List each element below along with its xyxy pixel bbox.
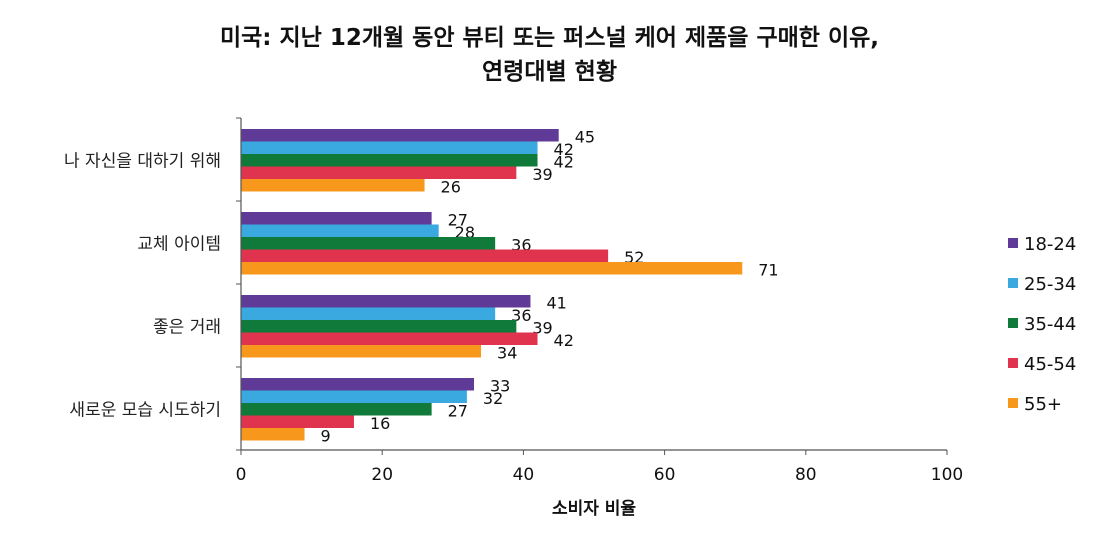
data-label: 9 xyxy=(321,426,331,445)
category-label: 나 자신을 대하기 위해 xyxy=(64,151,221,171)
legend-label: 18-24 xyxy=(1024,234,1076,255)
x-tick-label: 80 xyxy=(795,465,817,485)
x-tick-label: 100 xyxy=(931,465,963,485)
x-tick-label: 20 xyxy=(371,465,393,485)
legend-label: 55+ xyxy=(1024,394,1062,415)
data-label: 45 xyxy=(575,127,595,146)
data-label: 26 xyxy=(441,177,461,196)
chart-title-line-1: 미국: 지난 12개월 동안 뷰티 또는 퍼스널 케어 제품을 구매한 이유, xyxy=(219,25,879,51)
data-label: 34 xyxy=(497,343,517,362)
bar xyxy=(241,390,467,403)
legend-label: 45-54 xyxy=(1024,354,1076,375)
x-tick-label: 0 xyxy=(236,465,247,485)
bar xyxy=(241,428,305,441)
legend-swatch xyxy=(1008,238,1018,248)
bar xyxy=(241,415,354,428)
data-label: 42 xyxy=(554,140,574,159)
data-label: 32 xyxy=(483,389,503,408)
data-label: 42 xyxy=(554,152,574,171)
data-label: 16 xyxy=(370,414,390,433)
bar xyxy=(241,237,496,250)
data-label: 27 xyxy=(448,210,468,229)
x-tick-label: 40 xyxy=(513,465,535,485)
legend-label: 25-34 xyxy=(1024,274,1076,295)
legend-swatch xyxy=(1008,358,1018,368)
bar xyxy=(241,212,432,225)
data-label: 41 xyxy=(546,293,566,312)
bar xyxy=(241,166,517,179)
bar xyxy=(241,332,538,345)
data-label: 39 xyxy=(532,165,552,184)
bar xyxy=(241,154,538,167)
bar xyxy=(241,307,496,320)
bar xyxy=(241,345,482,358)
bar xyxy=(241,295,531,308)
category-label: 좋은 거래 xyxy=(153,317,221,337)
data-label: 27 xyxy=(448,401,468,420)
bar xyxy=(241,224,439,237)
bar xyxy=(241,179,425,192)
bar xyxy=(241,141,538,154)
category-label: 교체 아이템 xyxy=(137,234,221,254)
bar xyxy=(241,249,609,262)
data-label: 71 xyxy=(758,260,778,279)
x-axis-title: 소비자 비율 xyxy=(552,499,636,519)
bar xyxy=(241,403,432,416)
bar xyxy=(241,129,559,142)
data-label: 33 xyxy=(490,376,510,395)
legend-swatch xyxy=(1008,318,1018,328)
bar xyxy=(241,320,517,333)
legend-swatch xyxy=(1008,398,1018,408)
legend-swatch xyxy=(1008,278,1018,288)
legend-label: 35-44 xyxy=(1024,314,1076,335)
category-label: 새로운 모습 시도하기 xyxy=(69,400,221,420)
data-label: 42 xyxy=(554,331,574,350)
chart-title-line-2: 연령대별 현황 xyxy=(482,59,617,85)
bar xyxy=(241,378,474,391)
x-tick-label: 60 xyxy=(654,465,676,485)
bar xyxy=(241,262,743,275)
